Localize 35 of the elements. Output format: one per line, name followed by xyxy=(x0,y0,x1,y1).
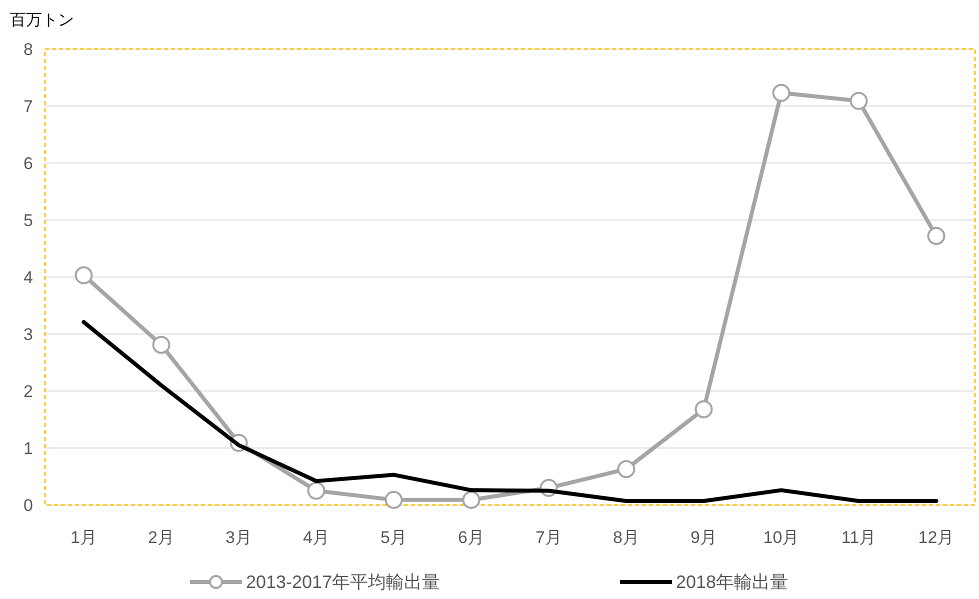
point xyxy=(617,460,636,478)
point xyxy=(772,84,790,102)
x-tick-label: 11月 xyxy=(841,528,876,547)
y-tick-label: 2 xyxy=(24,382,33,401)
point xyxy=(384,490,403,509)
point xyxy=(927,226,946,245)
point xyxy=(307,482,326,500)
point xyxy=(74,266,93,284)
point xyxy=(462,490,480,509)
point xyxy=(850,92,868,110)
y-tick-label: 0 xyxy=(24,496,33,515)
x-tick-label: 4月 xyxy=(303,528,330,547)
y-axis-title: 百万トン xyxy=(10,12,74,29)
legend-label: 2013-2017年平均輸出量 xyxy=(246,572,440,592)
x-tick-label: 7月 xyxy=(536,528,562,547)
x-tick-label: 8月 xyxy=(613,528,640,547)
x-tick-label: 3月 xyxy=(226,528,252,547)
y-tick-label: 4 xyxy=(24,268,33,287)
x-tick-label: 10月 xyxy=(763,528,800,547)
y-tick-label: 7 xyxy=(24,97,33,116)
x-tick-label: 9月 xyxy=(690,528,717,547)
y-tick-label: 3 xyxy=(24,325,33,344)
x-tick-label: 1月 xyxy=(70,528,97,547)
y-tick-label: 5 xyxy=(24,211,33,230)
x-tick-label: 5月 xyxy=(380,528,407,547)
x-tick-label: 2月 xyxy=(148,528,174,547)
point xyxy=(152,336,170,354)
line-series xyxy=(82,320,938,504)
point xyxy=(694,400,713,418)
y-tick-label: 1 xyxy=(24,439,33,458)
x-tick-label: 12月 xyxy=(918,528,954,547)
y-tick-label: 8 xyxy=(24,40,33,59)
x-tick-label: 6月 xyxy=(458,528,484,547)
y-tick-label: 6 xyxy=(24,154,33,173)
legend-label: 2018年輸出量 xyxy=(676,572,788,592)
